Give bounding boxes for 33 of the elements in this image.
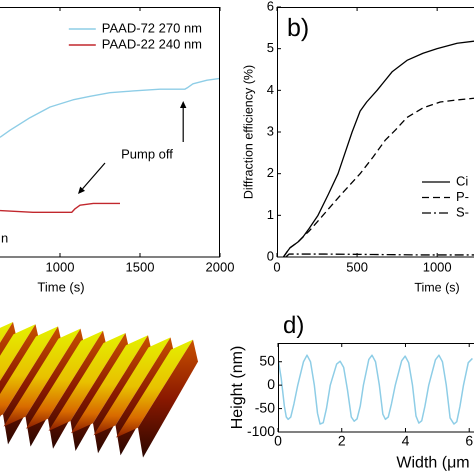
x-tick-label: 2000 — [206, 259, 234, 274]
y-axis-title: Diffraction efficiency (%) — [241, 64, 256, 200]
x-tick-label: 500 — [346, 259, 368, 274]
legend-label: PAAD-22 240 nm — [102, 36, 202, 52]
y-tick-label: 4 — [266, 82, 274, 97]
x-tick-label: 1000 — [422, 259, 452, 274]
y-tick-label: -50 — [254, 399, 276, 416]
legend-label: P- — [456, 189, 469, 204]
y-tick-label: 3 — [266, 124, 274, 139]
y-axis-title: Height (nm) — [228, 346, 246, 430]
annotation: Pump off — [121, 146, 174, 162]
y-tick-label: 6 — [266, 0, 274, 14]
y-tick-label: 0 — [266, 248, 274, 264]
x-tick-label: 1000 — [46, 259, 74, 274]
legend-label: PAAD-72 270 nm — [102, 20, 202, 36]
x-tick-label: 6 — [465, 432, 474, 448]
y-tick-label: 2 — [266, 165, 274, 180]
legend-label: S- — [456, 204, 469, 220]
y-tick-label: 0 — [267, 376, 276, 392]
x-axis-title: Time (s) — [37, 280, 85, 295]
x-axis-title: Time (s) — [414, 280, 460, 294]
x-axis-title: Width (μm — [396, 454, 470, 472]
chart-title: b) — [287, 14, 310, 42]
annotation: n — [1, 230, 8, 246]
y-tick-label: 5 — [266, 40, 274, 56]
x-tick-label: 2 — [338, 432, 346, 448]
chart-title: d) — [283, 312, 304, 339]
y-tick-label: 1 — [266, 206, 274, 222]
x-tick-label: 4 — [402, 432, 410, 448]
x-tick-label: 1500 — [126, 259, 154, 274]
y-tick-label: 50 — [259, 352, 276, 369]
y-tick-label: -100 — [246, 422, 276, 439]
legend-label: Ci — [456, 174, 468, 189]
